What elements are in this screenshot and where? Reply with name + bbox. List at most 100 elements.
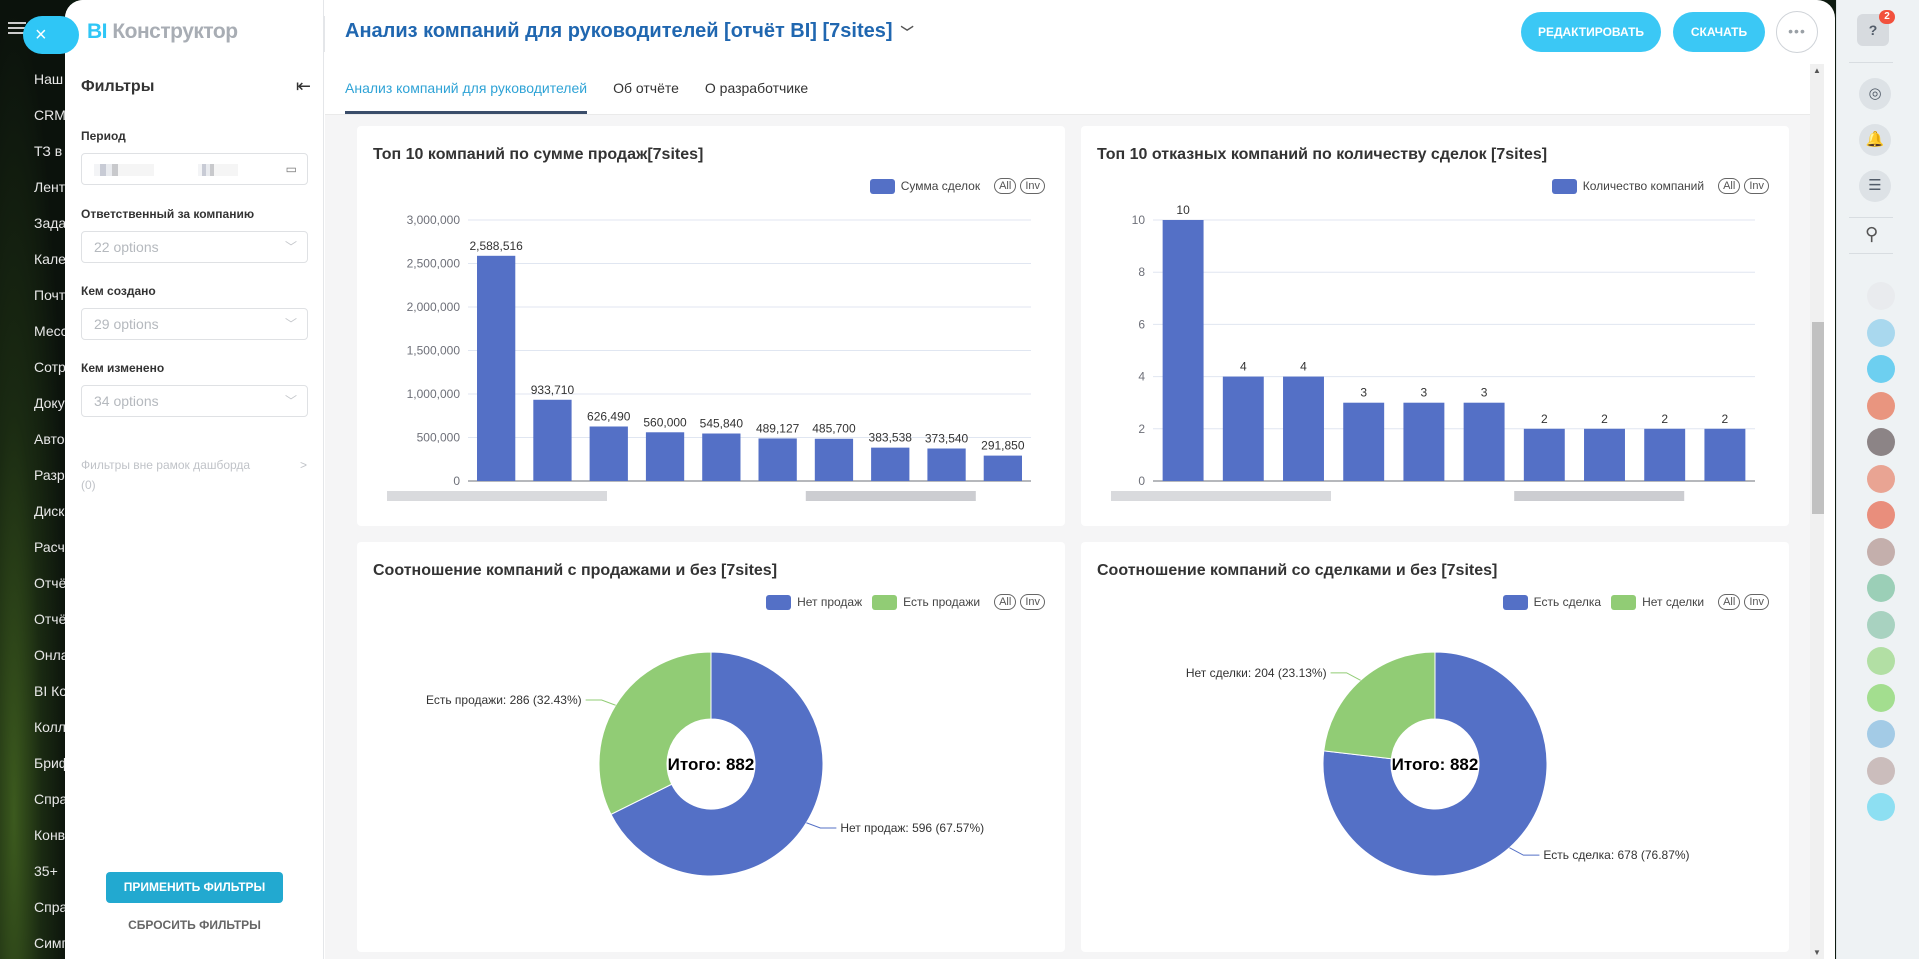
period-date-input[interactable]: ▭ <box>81 153 308 185</box>
portal-nav-item[interactable]: BI Ко <box>34 683 68 699</box>
contact-avatar[interactable] <box>1867 318 1895 347</box>
calendar-icon[interactable]: ▭ <box>285 162 297 176</box>
portal-nav-item[interactable]: Наш <box>34 71 64 87</box>
portal-nav-item[interactable]: Почт <box>34 287 66 303</box>
legend-invert-button[interactable]: Inv <box>1744 178 1769 194</box>
portal-nav-item[interactable]: Отчё <box>34 611 67 627</box>
pie-chart-svg: Есть сделка: 678 (76.87%) Нет сделки: 204… <box>1186 651 1690 877</box>
scrollbar-thumb[interactable] <box>1812 322 1824 514</box>
portal-nav-item[interactable]: Зада <box>34 215 67 231</box>
responsible-select[interactable]: 22 options ﹀ <box>81 231 308 263</box>
portal-nav-list: Наш CRM ТЗ в Лент Зада Кале Почт Месс Сотр Доку Ав… <box>34 68 70 959</box>
search-icon[interactable]: ⚲ <box>1865 224 1879 244</box>
portal-nav-item[interactable]: CRM <box>34 107 66 123</box>
chart-legend: Нет продаж Есть продажи All Inv <box>766 594 1045 610</box>
copilot-icon: ◎ <box>1868 85 1882 102</box>
portal-nav-item[interactable]: Авто <box>34 431 65 447</box>
portal-nav-item[interactable]: Сотр <box>34 359 66 375</box>
reset-filters-button[interactable]: СБРОСИТЬ ФИЛЬТРЫ <box>128 918 261 932</box>
legend-invert-button[interactable]: Inv <box>1020 594 1045 610</box>
portal-nav-item[interactable]: Диск <box>34 503 65 519</box>
contact-avatar[interactable] <box>1867 793 1895 821</box>
portal-nav-item[interactable]: Спра <box>34 899 68 915</box>
portal-nav-item[interactable]: Доку <box>34 395 65 411</box>
close-slider-button[interactable]: × <box>23 16 79 54</box>
copilot-button[interactable]: ◎ <box>1859 78 1891 110</box>
chart-legend: Сумма сделок All Inv <box>869 178 1045 194</box>
bar <box>645 432 685 481</box>
legend-item[interactable]: Есть продажи <box>872 594 980 610</box>
bar-value-label: 560,000 <box>643 415 687 429</box>
portal-nav-item[interactable]: Отчё <box>34 575 67 591</box>
portal-nav-item[interactable]: Месс <box>34 323 68 339</box>
legend-item[interactable]: Сумма сделок <box>869 178 980 194</box>
collapse-sidebar-icon[interactable]: ⇤ <box>295 76 311 96</box>
legend-invert-button[interactable]: Inv <box>1020 178 1045 194</box>
portal-nav-item[interactable]: Симп <box>34 935 70 951</box>
contact-avatar[interactable] <box>1867 756 1895 785</box>
chart-legend: Есть сделка Нет сделки All Inv <box>1502 594 1769 610</box>
notifications-button[interactable]: 🔔 <box>1859 124 1891 156</box>
contact-avatar[interactable] <box>1867 720 1895 748</box>
legend-item[interactable]: Нет сделки <box>1611 594 1704 610</box>
chevron-down-icon: ﹀ <box>900 25 914 40</box>
menu-icon[interactable] <box>8 22 26 34</box>
tab-about-developer[interactable]: О разработчике <box>704 80 809 96</box>
legend-invert-button[interactable]: Inv <box>1744 594 1769 610</box>
tab-company-analysis[interactable]: Анализ компаний для руководителей <box>345 64 588 114</box>
download-button[interactable]: СКАЧАТЬ <box>1673 12 1765 52</box>
label-line <box>1509 847 1540 856</box>
contact-avatar[interactable] <box>1867 683 1895 712</box>
legend-item[interactable]: Нет продаж <box>766 594 862 610</box>
modified-by-select[interactable]: 34 options ﹀ <box>81 385 308 417</box>
portal-nav-item[interactable]: Кале <box>34 251 66 267</box>
contact-avatar[interactable] <box>1867 464 1895 493</box>
contact-avatar[interactable] <box>1867 574 1895 602</box>
contact-avatar[interactable] <box>1867 501 1895 529</box>
portal-nav-item[interactable]: ТЗ в <box>34 143 63 159</box>
tab-about-report[interactable]: Об отчёте <box>613 80 679 96</box>
scroll-down-icon[interactable]: ▼ <box>1813 948 1821 957</box>
report-title[interactable]: Анализ компаний для руководителей [отчёт… <box>345 20 914 42</box>
content-scrollbar[interactable]: ▲ ▼ <box>1810 64 1824 959</box>
chevron-right-icon: > <box>299 458 307 472</box>
scroll-up-icon[interactable]: ▲ <box>1813 66 1821 75</box>
portal-nav-item[interactable]: Разр <box>34 467 65 483</box>
edit-button[interactable]: РЕДАКТИРОВАТЬ <box>1521 12 1661 52</box>
bar <box>1463 402 1505 481</box>
bar <box>983 455 1022 481</box>
portal-nav-item[interactable]: Колл <box>34 719 66 735</box>
portal-nav-item[interactable]: Спра <box>34 791 68 807</box>
portal-nav-item[interactable]: Онла <box>34 647 69 663</box>
contact-avatar[interactable] <box>1867 355 1895 383</box>
portal-nav-item[interactable]: Бриф <box>34 755 70 771</box>
legend-all-button[interactable]: All <box>994 178 1017 194</box>
contact-avatar[interactable] <box>1867 610 1895 639</box>
filters-title: Фильтры <box>81 77 155 95</box>
legend-all-button[interactable]: All <box>1718 594 1741 610</box>
apply-filters-button[interactable]: ПРИМЕНИТЬ ФИЛЬТРЫ <box>106 872 283 903</box>
contact-avatar[interactable] <box>1867 647 1895 675</box>
created-by-select[interactable]: 29 options ﹀ <box>81 308 308 340</box>
contact-avatar[interactable] <box>1867 537 1895 566</box>
portal-nav-item[interactable]: 35+ <box>34 863 58 879</box>
bar <box>1222 376 1264 481</box>
y-tick-label: 0 <box>1138 474 1145 488</box>
contact-avatar[interactable] <box>1867 428 1895 456</box>
pie-slice <box>1323 651 1436 760</box>
y-tick-label: 3,000,000 <box>407 213 461 227</box>
chat-button[interactable]: ☰ <box>1859 170 1891 202</box>
legend-item[interactable]: Есть сделка <box>1502 594 1601 610</box>
portal-nav-item[interactable]: Лент <box>34 179 66 195</box>
legend-all-button[interactable]: All <box>994 594 1017 610</box>
legend-item[interactable]: Количество компаний <box>1551 178 1704 194</box>
portal-nav-item[interactable]: Конв <box>34 827 66 843</box>
outside-filters-link[interactable]: Фильтры вне рамок дашборда (0) > <box>81 455 311 495</box>
legend-all-button[interactable]: All <box>1718 178 1741 194</box>
bar <box>1343 402 1385 481</box>
portal-nav-item[interactable]: Расч <box>34 539 65 555</box>
contact-avatar[interactable] <box>1867 282 1895 310</box>
more-options-button[interactable]: ••• <box>1776 11 1818 53</box>
chat-icon: ☰ <box>1868 177 1882 194</box>
contact-avatar[interactable] <box>1867 391 1895 420</box>
